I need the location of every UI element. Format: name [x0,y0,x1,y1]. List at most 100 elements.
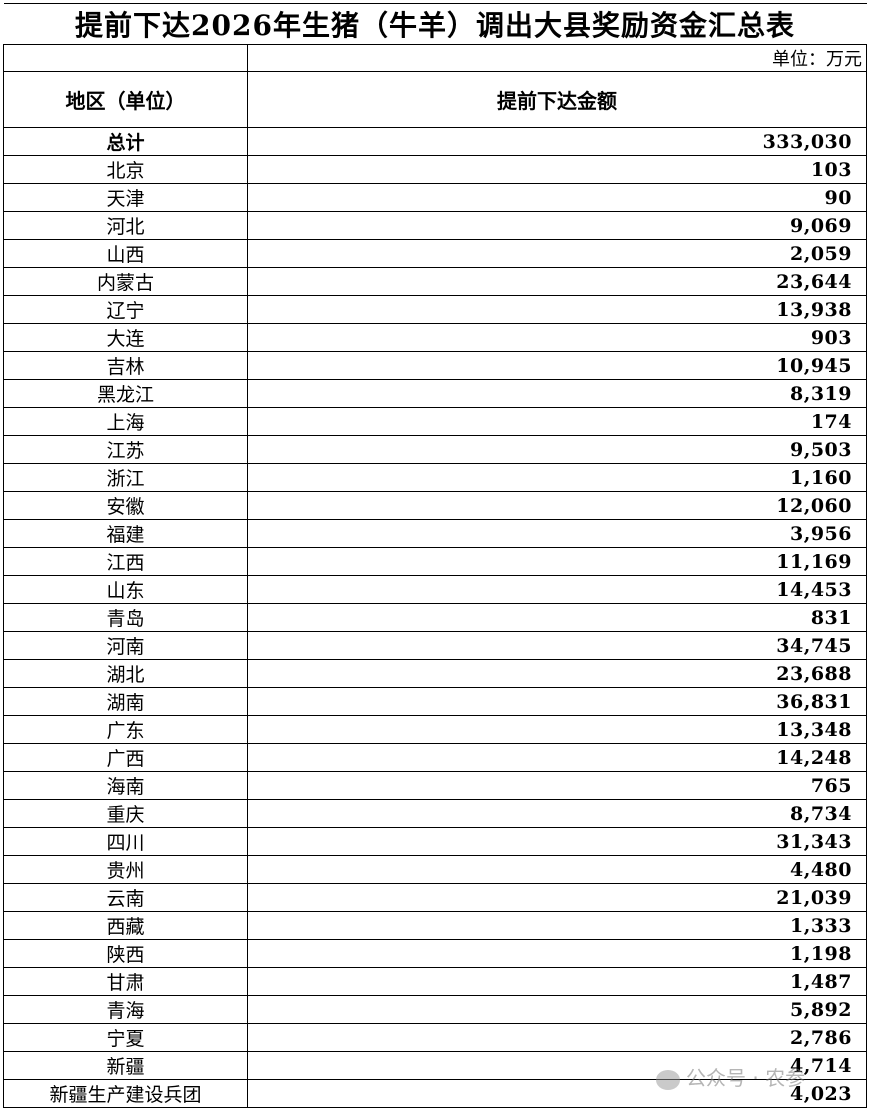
unit-label: 单位：万元 [247,44,867,72]
region-amount: 4,480 [247,855,867,884]
column-header-amount: 提前下达金额 [247,71,867,128]
region-amount: 31,343 [247,827,867,856]
region-name: 吉林 [3,351,248,380]
region-amount: 765 [247,771,867,800]
region-name: 浙江 [3,463,248,492]
table-row: 江西 11,169 [3,547,867,576]
region-amount: 2,786 [247,1023,867,1052]
region-name: 西藏 [3,911,248,940]
table-row: 安徽 12,060 [3,491,867,520]
region-amount: 21,039 [247,883,867,912]
region-amount: 1,333 [247,911,867,940]
region-name: 青海 [3,995,248,1024]
region-name: 山东 [3,575,248,604]
table-row: 山东 14,453 [3,575,867,604]
region-amount: 831 [247,603,867,632]
funding-summary-table: 提前下达2026年生猪（牛羊）调出大县奖励资金汇总表 单位：万元 地区（单位） … [3,3,867,1108]
region-amount: 8,734 [247,799,867,828]
region-name: 江西 [3,547,248,576]
table-row: 辽宁 13,938 [3,295,867,324]
total-label: 总计 [3,127,248,156]
table-row: 广东 13,348 [3,715,867,744]
region-amount: 36,831 [247,687,867,716]
region-name: 湖南 [3,687,248,716]
region-name: 宁夏 [3,1023,248,1052]
watermark: 公众号 · 农参 [656,1062,805,1091]
region-amount: 13,348 [247,715,867,744]
region-amount: 174 [247,407,867,436]
region-name: 河北 [3,211,248,240]
table-row: 海南 765 [3,771,867,800]
region-amount: 2,059 [247,239,867,268]
region-name: 广西 [3,743,248,772]
region-name: 广东 [3,715,248,744]
region-name: 四川 [3,827,248,856]
region-name: 云南 [3,883,248,912]
region-name: 内蒙古 [3,267,248,296]
table-row: 江苏 9,503 [3,435,867,464]
table-row: 甘肃 1,487 [3,967,867,996]
table-row: 黑龙江 8,319 [3,379,867,408]
region-name: 山西 [3,239,248,268]
table-row: 陕西 1,198 [3,939,867,968]
table-row: 内蒙古 23,644 [3,267,867,296]
region-amount: 23,688 [247,659,867,688]
table-title: 提前下达2026年生猪（牛羊）调出大县奖励资金汇总表 [3,3,867,45]
region-amount: 10,945 [247,351,867,380]
total-value: 333,030 [247,127,867,156]
region-amount: 5,892 [247,995,867,1024]
region-name: 大连 [3,323,248,352]
region-name: 新疆 [3,1051,248,1080]
region-name: 陕西 [3,939,248,968]
region-amount: 3,956 [247,519,867,548]
region-name: 海南 [3,771,248,800]
region-amount: 12,060 [247,491,867,520]
table-row: 贵州 4,480 [3,855,867,884]
region-name: 辽宁 [3,295,248,324]
table-row: 山西 2,059 [3,239,867,268]
table-row: 云南 21,039 [3,883,867,912]
region-name: 贵州 [3,855,248,884]
table-row: 河南 34,745 [3,631,867,660]
table-row: 青海 5,892 [3,995,867,1024]
table-row: 吉林 10,945 [3,351,867,380]
region-amount: 103 [247,155,867,184]
wechat-icon [656,1069,680,1090]
table-row: 重庆 8,734 [3,799,867,828]
table-row: 西藏 1,333 [3,911,867,940]
table-row: 湖北 23,688 [3,659,867,688]
region-name: 黑龙江 [3,379,248,408]
table-row: 湖南 36,831 [3,687,867,716]
watermark-text: 公众号 · 农参 [686,1066,806,1090]
table-row: 宁夏 2,786 [3,1023,867,1052]
region-name: 河南 [3,631,248,660]
region-amount: 13,938 [247,295,867,324]
region-amount: 9,503 [247,435,867,464]
region-amount: 1,160 [247,463,867,492]
region-amount: 1,487 [247,967,867,996]
region-name: 青岛 [3,603,248,632]
total-row: 总计 333,030 [3,127,867,156]
table-row: 浙江 1,160 [3,463,867,492]
region-amount: 11,169 [247,547,867,576]
region-name: 安徽 [3,491,248,520]
region-amount: 1,198 [247,939,867,968]
region-name: 天津 [3,183,248,212]
region-amount: 23,644 [247,267,867,296]
region-name: 新疆生产建设兵团 [3,1079,248,1108]
table-row: 河北 9,069 [3,211,867,240]
unit-spacer [3,44,248,72]
region-amount: 34,745 [247,631,867,660]
table-row: 北京 103 [3,155,867,184]
table-row: 上海 174 [3,407,867,436]
region-name: 湖北 [3,659,248,688]
region-amount: 4,023 [247,1079,867,1108]
table-row: 福建 3,956 [3,519,867,548]
table-row: 天津 90 [3,183,867,212]
table-row: 青岛 831 [3,603,867,632]
region-amount: 4,714 [247,1051,867,1080]
region-name: 江苏 [3,435,248,464]
table-row: 新疆生产建设兵团 4,023 [3,1079,867,1108]
region-name: 福建 [3,519,248,548]
table-row: 新疆 4,714 [3,1051,867,1080]
